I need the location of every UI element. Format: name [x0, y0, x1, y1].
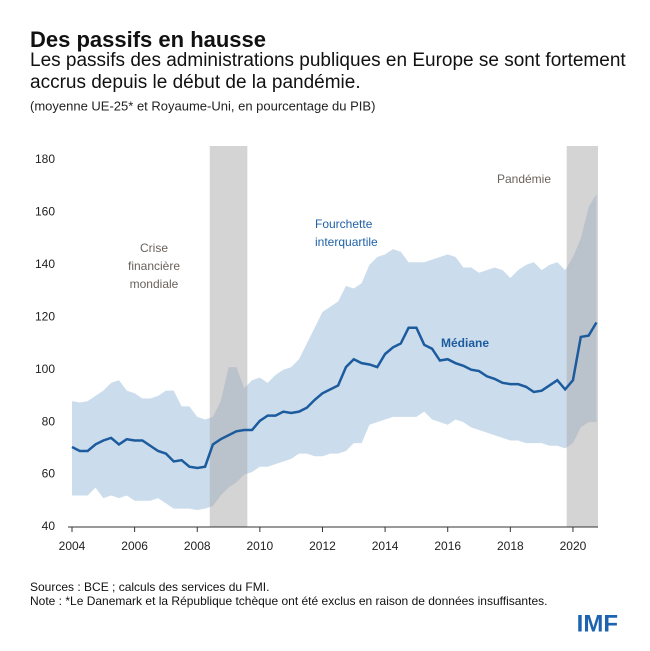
x-tick-label: 2006	[121, 539, 148, 553]
x-tick-label: 2004	[59, 539, 86, 553]
footnote: Note : *Le Danemark et la République tch…	[30, 594, 547, 608]
period-label: mondiale	[130, 277, 179, 291]
chart-title: Des passifs en hausse	[30, 27, 266, 52]
y-tick-label: 80	[42, 414, 56, 428]
y-tick-label: 160	[35, 205, 55, 219]
period-label: Crise	[140, 241, 168, 255]
x-tick-label: 2016	[434, 539, 461, 553]
y-tick-label: 140	[35, 257, 55, 271]
chart-subtitle: Les passifs des administrations publique…	[30, 50, 626, 93]
band-label: Fourchette	[315, 217, 373, 231]
period-label: Pandémie	[497, 172, 551, 186]
y-tick-label: 180	[35, 152, 55, 166]
y-tick-label: 40	[42, 519, 56, 533]
x-tick-label: 2020	[560, 539, 587, 553]
sources: Sources : BCE ; calculs des services du …	[30, 580, 269, 594]
x-tick-label: 2014	[372, 539, 399, 553]
band-label: interquartile	[315, 235, 378, 249]
x-tick-label: 2018	[497, 539, 524, 553]
y-tick-label: 120	[35, 309, 55, 323]
y-tick-label: 100	[35, 362, 55, 376]
x-tick-label: 2012	[309, 539, 336, 553]
period-label: financière	[128, 259, 180, 273]
y-tick-label: 60	[42, 467, 56, 481]
interquartile-band	[72, 194, 597, 510]
subtitle-box: Les passifs des administrations publique…	[30, 50, 626, 93]
x-tick-label: 2010	[247, 539, 274, 553]
logo: IMF	[577, 610, 618, 637]
median-line	[71, 321, 598, 470]
shaded-period	[209, 146, 248, 527]
series-label: Médiane	[441, 336, 489, 350]
x-tick-label: 2008	[184, 539, 211, 553]
units-note: (moyenne UE-25* et Royaume-Uni, en pourc…	[30, 98, 375, 113]
